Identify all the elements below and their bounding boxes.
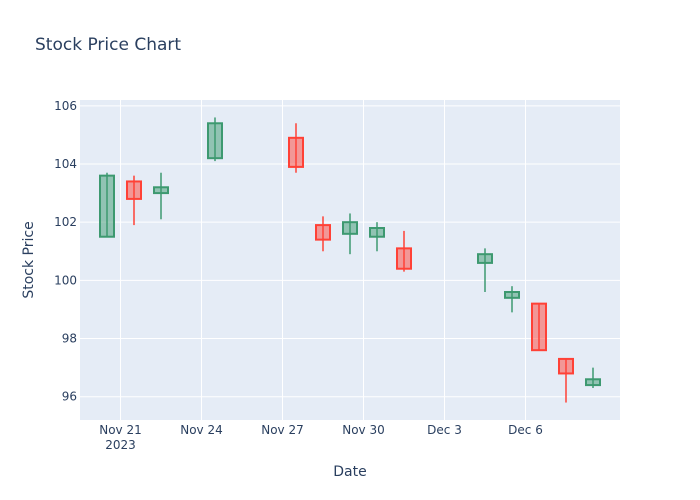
x-tick-label: Nov 30: [342, 423, 385, 437]
candle-decreasing: [288, 123, 304, 173]
y-tick-label: 104: [54, 157, 77, 171]
candle-increasing: [504, 286, 520, 313]
candle-body: [558, 357, 574, 375]
candle-increasing: [99, 172, 115, 238]
y-tick-label: 102: [54, 215, 77, 229]
x-tick-sublabel: 2023: [105, 438, 136, 452]
candle-body: [315, 224, 331, 241]
plot-area: [80, 100, 620, 420]
candle-body: [396, 247, 412, 270]
candle-increasing: [477, 248, 493, 292]
candle-increasing: [369, 222, 385, 252]
y-axis-title: Stock Price: [21, 221, 37, 298]
x-tick-label: Nov 27: [261, 423, 304, 437]
x-tick-label: Dec 3: [427, 423, 462, 437]
candle-decreasing: [531, 302, 547, 352]
candle-body: [207, 122, 223, 160]
y-tick-labels: 96 98 100 102 104 106: [54, 99, 77, 404]
candle-body: [531, 302, 547, 352]
candle-increasing: [207, 117, 223, 162]
candle-body: [342, 221, 358, 235]
candle-body: [585, 378, 601, 387]
candle-decreasing: [558, 357, 574, 403]
grid-lines: [80, 100, 620, 420]
candle-body: [288, 136, 304, 168]
candle-increasing: [585, 367, 601, 388]
candle-body: [369, 227, 385, 238]
candle-body: [126, 180, 142, 200]
candle-decreasing: [396, 230, 412, 272]
x-tick-label: Nov 21: [99, 423, 142, 437]
y-tick-label: 106: [54, 99, 77, 113]
candle-body: [153, 186, 169, 195]
candle-increasing: [342, 213, 358, 255]
candle-increasing: [153, 172, 169, 220]
x-tick-label: Dec 6: [508, 423, 543, 437]
candle-body: [477, 253, 493, 264]
candle-body: [504, 291, 520, 299]
candle-decreasing: [126, 175, 142, 226]
chart-title: Stock Price Chart: [35, 35, 181, 55]
x-axis-title: Date: [333, 464, 366, 480]
candle-body: [99, 174, 115, 238]
y-tick-label: 96: [62, 390, 77, 404]
x-tick-label: Nov 24: [180, 423, 223, 437]
candles: [99, 117, 601, 403]
y-tick-label: 98: [62, 332, 77, 346]
candle-decreasing: [315, 216, 331, 252]
y-tick-label: 100: [54, 273, 77, 287]
